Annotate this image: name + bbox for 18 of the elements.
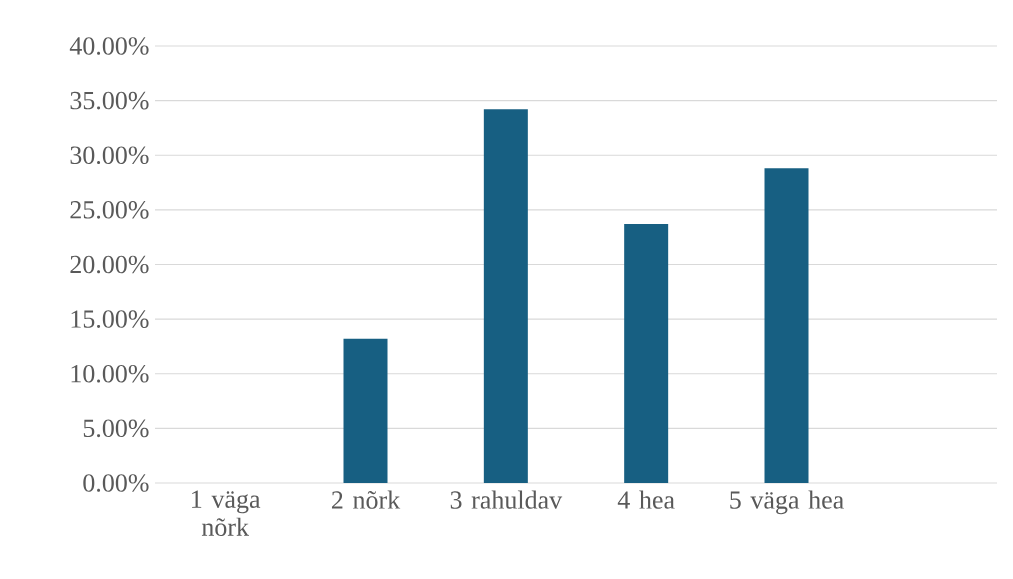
x-tick-label: 1 väga nõrk (192, 490, 261, 536)
bar (624, 224, 669, 483)
y-tick-label: 5.00% (83, 419, 149, 438)
bar (764, 168, 809, 483)
y-tick-label: 30.00% (70, 146, 149, 165)
y-tick-label: 20.00% (70, 255, 149, 274)
bar (343, 338, 388, 483)
y-tick-label: 35.00% (70, 91, 149, 110)
bar (483, 109, 528, 483)
x-tick-label: 3 rahuldav (450, 490, 563, 509)
x-tick-label: 5 väga hea (730, 490, 844, 515)
y-tick-label: 40.00% (69, 37, 149, 55)
y-tick-label: 25.00% (70, 201, 149, 219)
x-tick-label: 4 hea (617, 490, 675, 509)
y-tick-label: 0.00% (83, 474, 149, 492)
y-tick-label: 10.00% (71, 364, 149, 383)
x-tick-label: 2 nõrk (331, 490, 401, 509)
y-tick-label: 15.00% (71, 310, 149, 328)
